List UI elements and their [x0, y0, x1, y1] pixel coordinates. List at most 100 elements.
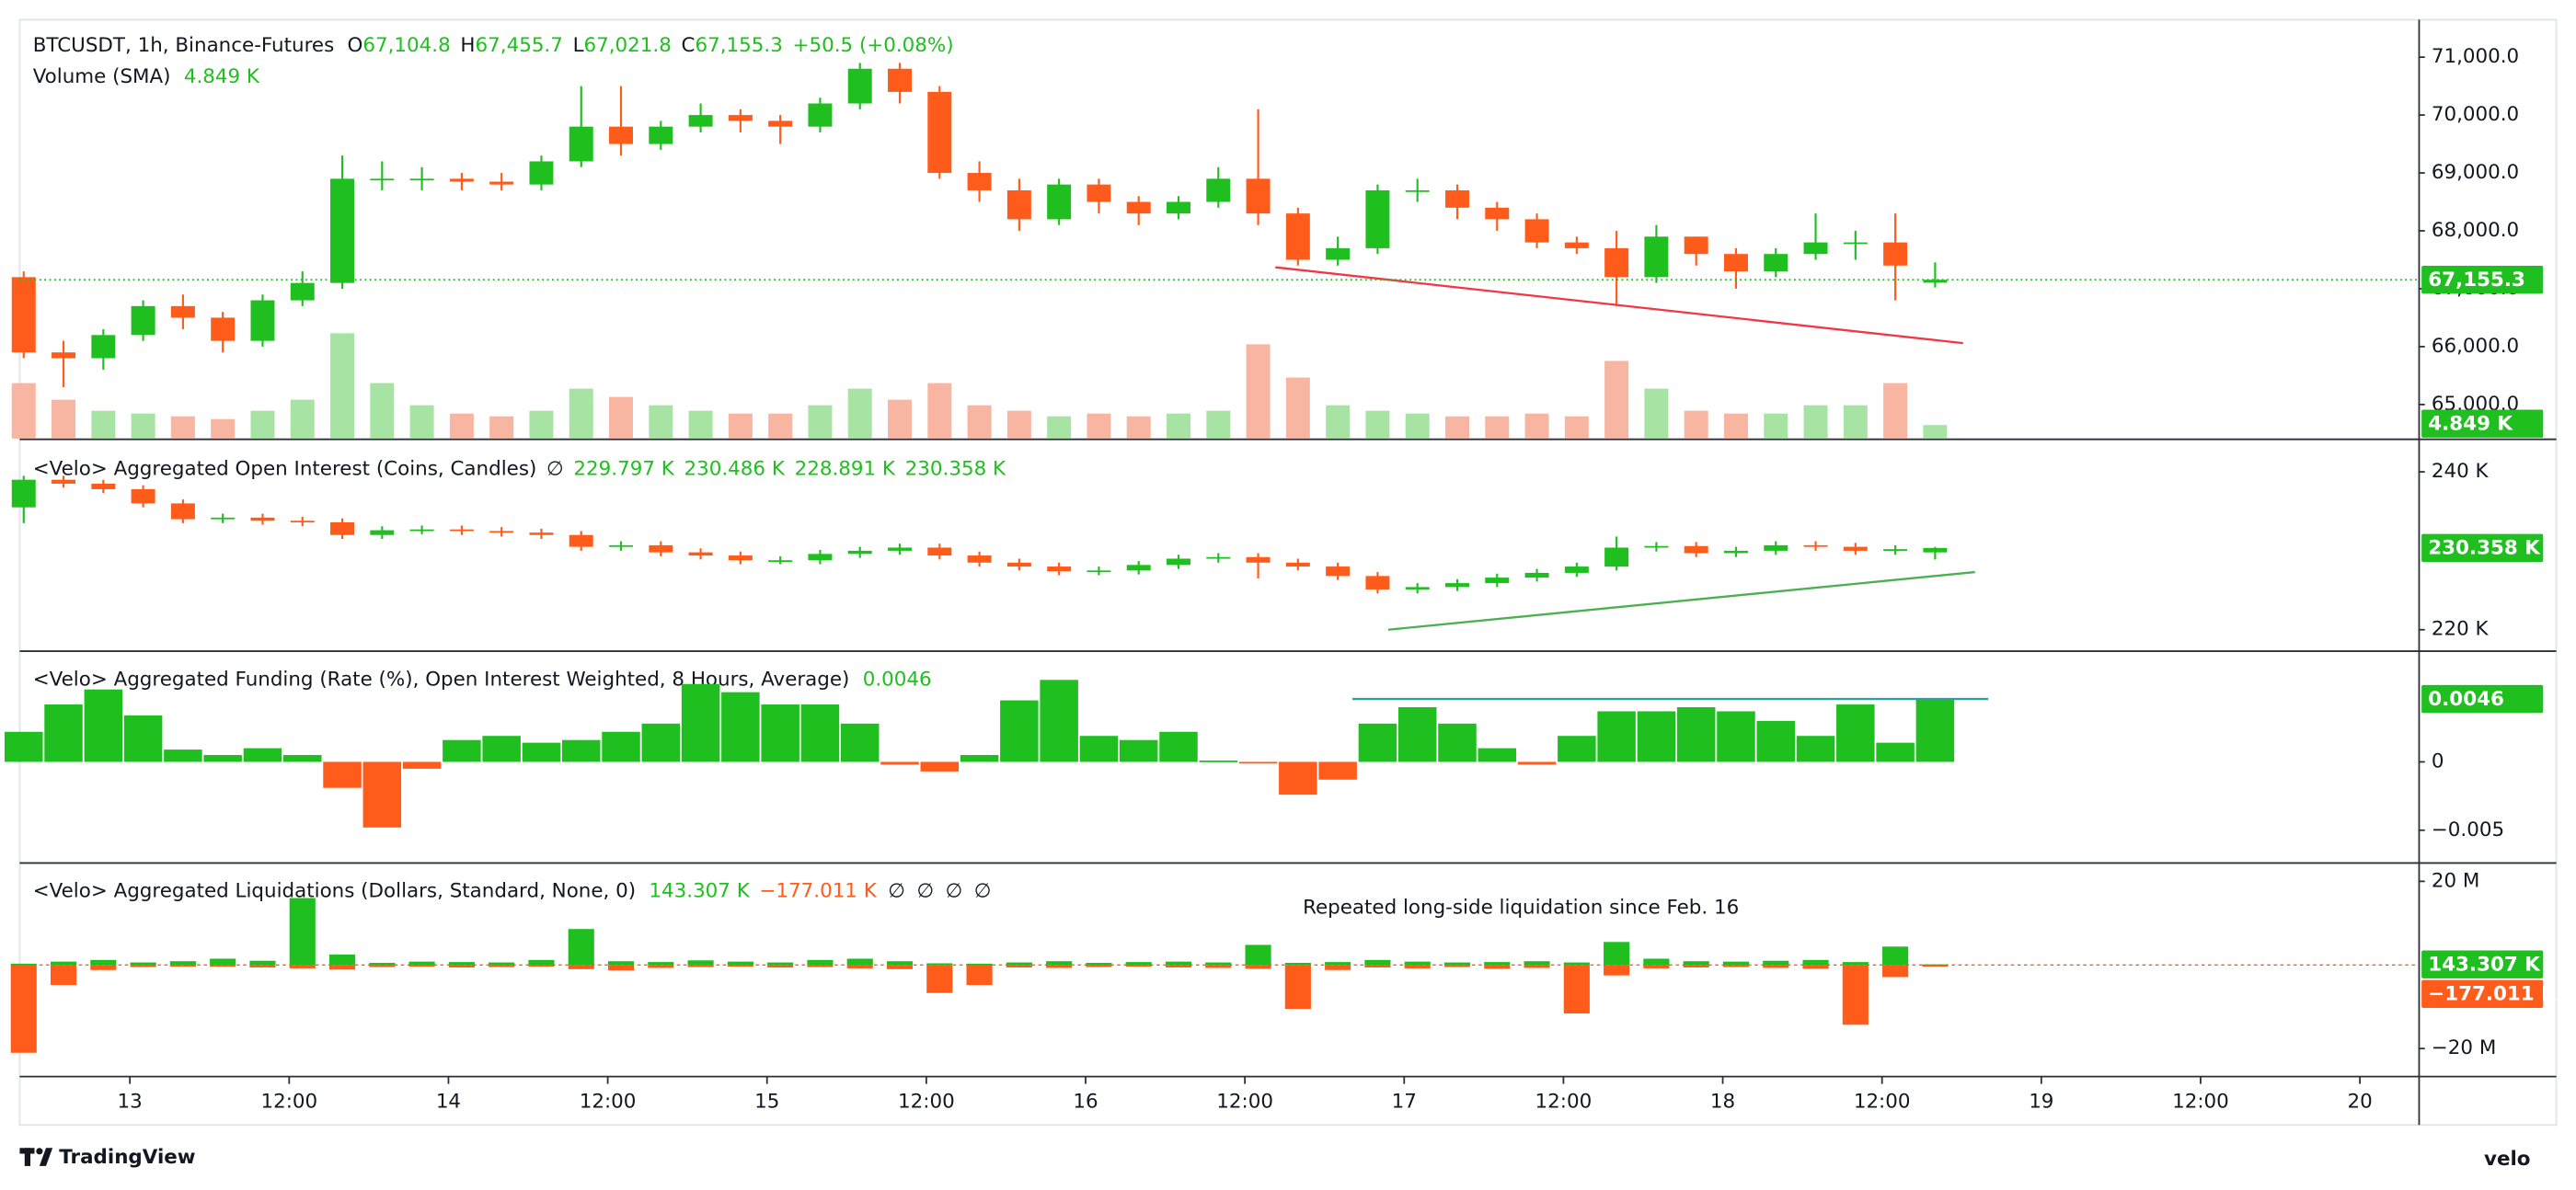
bar	[489, 962, 515, 966]
candle-body	[688, 115, 713, 127]
series-value: 143.307 K	[649, 880, 750, 903]
candle-body	[1206, 178, 1231, 202]
candle-body	[489, 531, 514, 533]
bar	[648, 962, 674, 966]
volume-bar	[131, 413, 155, 439]
ohlc-value: 228.891 K	[795, 458, 896, 481]
x-tick-label: 12:00	[260, 1090, 317, 1113]
candle-body	[888, 547, 912, 551]
bar	[1364, 965, 1391, 968]
volume-bar	[449, 413, 474, 439]
volume-bar	[1326, 405, 1351, 439]
candle-body	[91, 335, 116, 359]
y-tick-label: 68,000.0	[2432, 219, 2519, 242]
bar	[1159, 731, 1198, 762]
candle-body	[1047, 566, 1072, 572]
candle-body	[529, 532, 554, 535]
candle-body	[927, 91, 952, 174]
candle-body	[609, 126, 634, 144]
bar	[966, 965, 993, 986]
bar	[1006, 965, 1032, 968]
candle-body	[1405, 587, 1430, 589]
candle-body	[1684, 545, 1708, 554]
bar	[727, 965, 753, 967]
candle-body	[1644, 545, 1669, 548]
candle-body	[1006, 189, 1031, 220]
candle-body	[370, 530, 395, 535]
volume-bar	[91, 410, 116, 439]
last-value-label: −177.011 K	[2428, 983, 2558, 1006]
ohlc-key: L	[573, 34, 584, 57]
last-value-label-box	[2421, 533, 2544, 563]
bar	[807, 959, 834, 966]
candle-body	[1883, 242, 1908, 266]
bar	[607, 961, 635, 966]
candle-body	[649, 126, 673, 144]
candle-body	[52, 479, 76, 484]
bar	[1882, 965, 1909, 978]
candle-body	[1206, 556, 1231, 559]
bar	[402, 761, 442, 769]
candle-body	[847, 550, 872, 555]
candle-body	[1126, 201, 1151, 214]
bar	[522, 742, 561, 762]
ohlc-value: 230.486 K	[684, 458, 786, 481]
bar	[681, 683, 720, 762]
bar	[1086, 963, 1112, 966]
bar	[528, 965, 555, 967]
candle-body	[1485, 207, 1510, 220]
y-tick-label: 20 M	[2432, 869, 2480, 892]
bar	[169, 961, 196, 966]
tradingview-logo	[19, 1148, 53, 1166]
bar	[1238, 761, 1278, 764]
bar	[1364, 959, 1391, 966]
candle-body	[290, 521, 315, 523]
bar	[1842, 965, 1869, 1025]
bar	[886, 965, 914, 969]
bar	[1478, 748, 1517, 762]
bar	[289, 898, 316, 966]
bar	[1524, 965, 1550, 968]
bar	[408, 961, 435, 966]
candle-body	[808, 554, 833, 561]
y-tick-label: 240 K	[2432, 460, 2490, 483]
candle-body	[370, 178, 395, 181]
candle-body	[768, 120, 793, 127]
x-tick-label: 19	[2029, 1090, 2053, 1113]
candle-body	[569, 126, 593, 162]
candle-body	[91, 483, 116, 489]
bar	[249, 960, 276, 966]
bar	[1717, 711, 1755, 762]
bar	[1325, 965, 1351, 970]
bar	[50, 961, 77, 966]
bar	[926, 963, 953, 966]
bar	[1046, 965, 1073, 968]
candle-body	[1246, 556, 1271, 563]
volume-bar	[1524, 413, 1549, 439]
volume-bar	[1206, 410, 1231, 439]
ohlc-value: 67,104.8	[362, 34, 450, 57]
bar	[249, 965, 276, 968]
candle-body	[1803, 544, 1828, 547]
bar	[568, 929, 594, 966]
bar	[210, 965, 236, 967]
candle-body	[1326, 566, 1351, 577]
bar	[84, 689, 123, 762]
last-value-label-box	[2421, 266, 2544, 294]
bar	[1000, 700, 1039, 762]
candle-body	[52, 352, 76, 359]
candle-body	[11, 479, 36, 508]
last-value-label: 67,155.3	[2428, 269, 2525, 292]
bar	[1284, 965, 1311, 1010]
bar	[767, 962, 794, 966]
volume-bar	[847, 388, 872, 439]
volume-bar	[768, 413, 793, 439]
bar	[448, 962, 475, 966]
bar	[1524, 961, 1550, 966]
bar	[648, 965, 674, 968]
bar	[840, 723, 880, 762]
y-tick-label: 70,000.0	[2432, 103, 2519, 126]
bar	[1836, 704, 1875, 762]
